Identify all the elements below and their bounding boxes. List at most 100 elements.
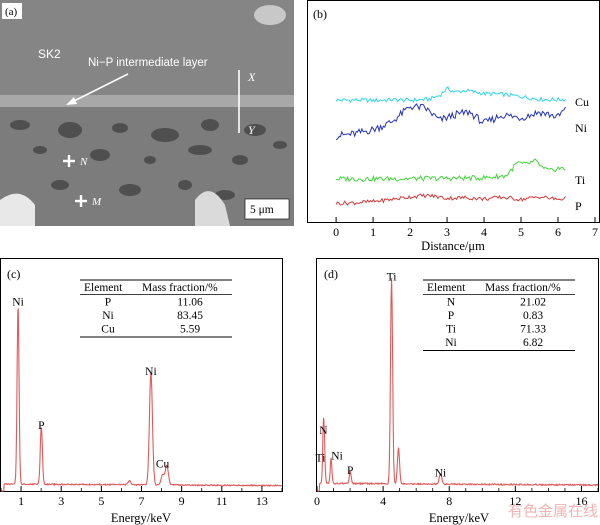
eds-spectrum-d-panel: (d) Ti N Ni Ti P Ni 0 4 8 12 16 Energy/keV Elemen… — [302, 258, 600, 525]
point-n-label: N — [79, 156, 88, 168]
composition-table-c: Element Mass fraction/% P 11.06 Ni 83.45 Cu 5.5… — [80, 279, 232, 338]
panel-d-label: (d) — [324, 267, 338, 281]
table-cell-element: Ni — [102, 310, 114, 322]
point-n-marker — [63, 155, 75, 167]
peak-labels-d: Ti N Ni Ti P Ni — [316, 271, 447, 479]
table-cell-value: 11.06 — [177, 297, 203, 309]
peak-label: Ti — [316, 452, 326, 464]
x-ticks-c: 1 3 5 7 9 11 13 — [0, 486, 283, 508]
sem-edge-mid — [195, 191, 230, 226]
table-cell-element: Cu — [101, 324, 115, 336]
x-tick-label-b: 7 — [592, 225, 598, 239]
table-cell-value: 83.45 — [177, 310, 203, 322]
panel-c-label: (c) — [7, 267, 20, 281]
x-tick-label-b: 6 — [555, 225, 561, 239]
line-scan-panel: (b) Cu Ni Ti P 0 1 2 3 4 5 6 7 Distance/μm — [307, 0, 600, 258]
x-tick-label: 5 — [98, 494, 104, 508]
series-label-cu: Cu — [575, 95, 589, 109]
series-line-ti — [335, 158, 566, 183]
ni-p-layer-band — [0, 95, 294, 107]
peak-label: Ti — [387, 271, 397, 283]
eds-spectrum-c-panel: (c) Ni P Ni Cu 1 3 5 7 9 11 13 Energy/keV Element… — [0, 258, 298, 525]
table-cell-value: 0.83 — [523, 310, 543, 322]
peak-label: Cu — [156, 459, 170, 471]
peak-label: P — [38, 420, 44, 432]
point-m-marker — [75, 195, 87, 207]
x-tick-label-b: 3 — [444, 225, 450, 239]
composition-table-d: Element Mass fraction/% N 21.02 P 0.83 Ti 71.33… — [423, 279, 575, 351]
sk2-region — [0, 0, 294, 95]
series-group-b: Cu Ni Ti P — [335, 86, 589, 213]
plot-frame-b — [307, 0, 600, 223]
x-tick-label: 12 — [509, 494, 521, 508]
sem-micrograph: (a) SK2 Ni−P intermediate layer X Y N M … — [0, 0, 294, 226]
spectrum-curve — [1, 308, 283, 492]
plot-frame-d — [316, 258, 599, 492]
peak-label: Ni — [331, 450, 343, 462]
panel-a-label: (a) — [5, 6, 18, 18]
arrow-head-icon — [66, 97, 77, 105]
x-axis-label-b: Distance/μm — [421, 239, 485, 253]
table-cell-element: Ti — [446, 324, 456, 336]
series-line-ni — [335, 103, 566, 140]
peak-label: Ni — [12, 297, 24, 309]
x-axis-label-c: Energy/keV — [111, 511, 171, 525]
x-tick-label-b: 2 — [407, 225, 413, 239]
spectrum-curve — [317, 277, 599, 492]
x-tick-label: 9 — [179, 494, 185, 508]
x-tick-label: 0 — [314, 494, 320, 508]
x-tick-label: 1 — [18, 494, 24, 508]
series-label-ni: Ni — [575, 121, 588, 135]
peak-label: N — [319, 425, 328, 437]
table-header: Element — [84, 282, 123, 294]
x-tick-label: 4 — [380, 494, 386, 508]
point-m-label: M — [91, 196, 102, 208]
sem-pores — [10, 119, 287, 200]
table-header: Element — [427, 282, 466, 294]
panel-a-label-box — [2, 3, 22, 19]
x-tick-label: 3 — [58, 494, 64, 508]
series-line-p — [335, 193, 566, 206]
x-tick-label-b: 5 — [518, 225, 524, 239]
series-label-ti: Ti — [575, 173, 586, 187]
x-tick-label-b: 0 — [333, 225, 339, 239]
watermark: 有色金属在线 — [508, 503, 598, 520]
marker-y-label: Y — [248, 123, 256, 137]
spectrum-line-c — [1, 308, 283, 492]
table-cell-element: Ni — [445, 337, 457, 349]
table-cell-value: 21.02 — [520, 297, 546, 309]
table-cell-element: P — [448, 310, 454, 322]
plot-frame-c — [0, 258, 283, 492]
sem-edge-left — [0, 193, 35, 226]
annotation-arrow — [69, 73, 129, 104]
x-tick-label-b: 1 — [370, 225, 376, 239]
table-cell-element: P — [105, 297, 111, 309]
material-label: SK2 — [38, 47, 61, 61]
series-label-p: P — [575, 199, 582, 213]
sem-image-panel: (a) SK2 Ni−P intermediate layer X Y N M … — [0, 0, 294, 226]
x-tick-label: 11 — [216, 494, 228, 508]
spectrum-line-d — [317, 277, 599, 492]
table-header: Mass fraction/% — [142, 282, 218, 294]
table-cell-value: 71.33 — [520, 324, 546, 336]
marker-x-label: X — [247, 70, 256, 84]
x-ticks-d: 0 4 8 12 16 — [314, 486, 599, 508]
peak-label: Ni — [145, 366, 157, 378]
x-tick-label: 16 — [575, 494, 587, 508]
sem-grain — [254, 5, 286, 25]
x-tick-label: 8 — [446, 494, 452, 508]
panel-b-label: (b) — [313, 7, 327, 21]
series-line-cu — [335, 86, 566, 104]
x-tick-label-b: 4 — [481, 225, 487, 239]
x-ticks-b: 0 1 2 3 4 5 6 7 — [308, 217, 599, 239]
scale-bar-label: 5 μm — [250, 204, 274, 216]
scale-bar-box — [244, 198, 290, 220]
table-cell-value: 5.59 — [180, 324, 200, 336]
annotation-label: Ni−P intermediate layer — [88, 57, 208, 69]
peak-label: P — [347, 465, 353, 477]
x-tick-label: 13 — [256, 494, 268, 508]
line-scan-chart: (b) Cu Ni Ti P 0 1 2 3 4 5 6 7 Distance/μm — [307, 0, 600, 253]
